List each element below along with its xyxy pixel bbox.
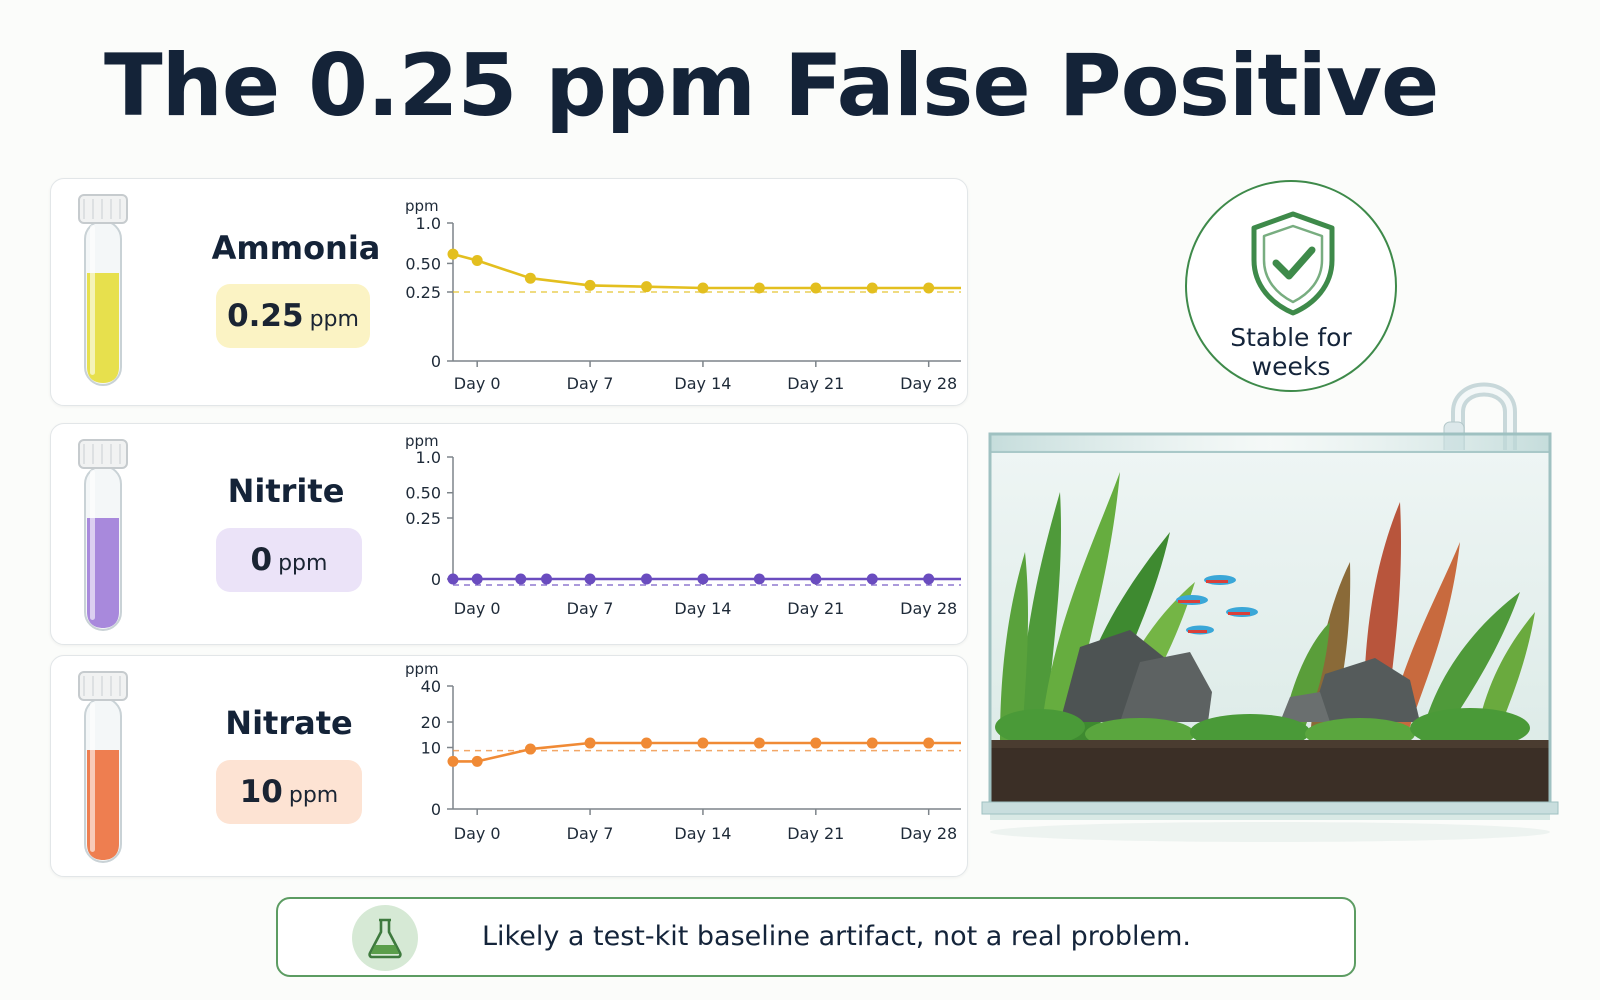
ammonia-card: Ammonia 0.25 ppm ppm 1.0 0.50 0.25 0 Day 0 Day… [50, 178, 968, 406]
parameter-value-pill: 0 ppm [216, 528, 362, 592]
data-point [541, 573, 553, 585]
data-point [584, 279, 596, 291]
y-axis-unit-label: ppm [405, 197, 439, 215]
data-point [697, 573, 709, 585]
x-tick-label: Day 7 [567, 599, 614, 618]
parameter-name: Nitrate [225, 704, 353, 742]
x-tick-label: Day 21 [787, 824, 844, 843]
data-point [866, 737, 878, 749]
parameter-value-pill: 10 ppm [216, 760, 362, 824]
data-point [866, 573, 878, 585]
parameter-value: 10 [239, 774, 283, 810]
y-tick-label: 0.25 [405, 509, 441, 528]
x-tick-label: Day 28 [900, 824, 957, 843]
data-point [641, 573, 652, 585]
tube-cap [78, 194, 128, 224]
data-point [697, 737, 709, 749]
data-point [923, 737, 935, 749]
flask-icon [368, 918, 402, 959]
data-point [584, 573, 596, 585]
tube-cap [78, 439, 128, 469]
x-tick-label: Day 0 [454, 599, 501, 618]
y-tick-label: 1.0 [416, 214, 441, 233]
parameter-unit: ppm [288, 783, 339, 808]
badge-label: Stable for weeks [1230, 323, 1352, 381]
tube-cap [78, 671, 128, 701]
data-point [810, 737, 822, 749]
y-tick-label: 0.50 [405, 254, 441, 273]
test-tube-icon [78, 671, 128, 863]
data-point [753, 282, 765, 294]
parameter-value-pill: 0.25 ppm [216, 284, 370, 348]
shield-check-icon [1251, 211, 1335, 316]
x-tick-label: Day 14 [674, 374, 731, 393]
y-tick-label: 0 [431, 800, 441, 819]
y-tick-label: 0 [431, 352, 441, 371]
data-point [866, 282, 878, 294]
x-tick-label: Day 7 [567, 824, 614, 843]
parameter-value: 0.25 [227, 298, 304, 334]
y-tick-label: 10 [421, 739, 441, 758]
aquarium-illustration [981, 382, 1559, 842]
y-tick-label: 0.25 [405, 283, 441, 302]
data-point [641, 281, 652, 293]
y-tick-label: 0 [431, 570, 441, 589]
data-point [697, 282, 709, 294]
y-tick-label: 1.0 [416, 448, 441, 467]
data-point [447, 248, 459, 260]
data-point [810, 282, 822, 294]
y-axis-unit-label: ppm [405, 660, 439, 678]
data-point [584, 737, 596, 749]
data-point [923, 573, 935, 585]
parameter-unit: ppm [309, 307, 359, 332]
parameter-name: Nitrite [227, 472, 345, 510]
x-tick-label: Day 0 [454, 374, 501, 393]
x-tick-label: Day 21 [787, 599, 844, 618]
data-point [923, 282, 935, 294]
y-tick-label: 0.50 [405, 484, 441, 503]
parameter-value: 0 [250, 542, 273, 578]
rocks [1060, 630, 1420, 722]
parameter-unit: ppm [278, 551, 328, 576]
data-point [447, 573, 459, 585]
substrate [990, 740, 1550, 802]
data-point [524, 272, 536, 284]
footer-message: Likely a test-kit baseline artifact, not… [482, 921, 1191, 952]
data-point [641, 737, 652, 749]
parameter-name: Ammonia [211, 229, 381, 267]
test-tube-icon [78, 194, 128, 386]
x-tick-label: Day 7 [567, 374, 614, 393]
data-point [447, 755, 459, 767]
neon-tetra-fish [1176, 575, 1258, 635]
x-tick-label: Day 14 [674, 824, 731, 843]
x-tick-label: Day 21 [787, 374, 844, 393]
x-tick-label: Day 14 [674, 599, 731, 618]
x-tick-label: Day 0 [454, 824, 501, 843]
data-point [753, 737, 765, 749]
data-point [524, 743, 536, 755]
nitrate-card: Nitrate 10 ppm ppm 40 20 10 0 Day 0 Day 7 Day 1… [50, 655, 968, 877]
data-point [810, 573, 822, 585]
page-title: The 0.25 ppm False Positive [104, 36, 1439, 136]
y-tick-label: 20 [421, 713, 441, 732]
data-point [753, 573, 765, 585]
x-tick-label: Day 28 [900, 599, 957, 618]
flask-icon-badge [352, 905, 418, 971]
data-point [471, 255, 483, 267]
y-tick-label: 40 [421, 677, 441, 696]
footer-note: Likely a test-kit baseline artifact, not… [276, 897, 1356, 977]
test-tube-icon [78, 439, 128, 631]
data-point [471, 573, 483, 585]
x-tick-label: Day 28 [900, 374, 957, 393]
data-point [471, 755, 483, 767]
stable-badge: Stable for weeks [1185, 180, 1397, 392]
data-point [515, 573, 527, 585]
y-axis-unit-label: ppm [405, 432, 439, 450]
